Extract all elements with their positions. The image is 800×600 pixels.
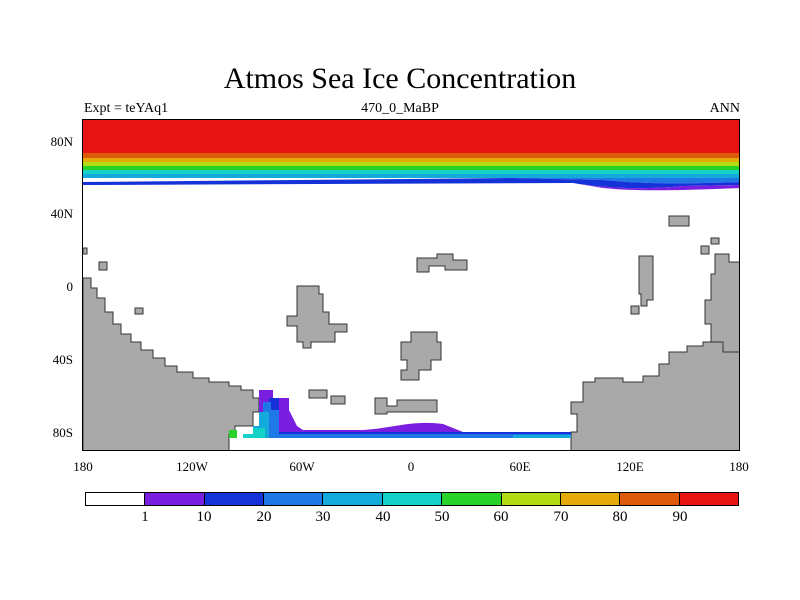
x-tick-label: 60W	[289, 459, 315, 474]
colorbar-swatch	[323, 493, 383, 505]
island	[374, 397, 438, 415]
colorbar-label: 40	[375, 509, 391, 525]
island	[308, 389, 328, 399]
ice-band-80	[83, 153, 739, 158]
colorbar-swatch	[442, 493, 502, 505]
ice-band-1	[573, 183, 739, 191]
x-tick-label: 120E	[616, 459, 644, 474]
period-label: 470_0_MaBP	[361, 101, 439, 116]
colorbar-swatch	[204, 493, 265, 505]
ice-band-90	[83, 120, 739, 153]
ice-south-50	[229, 430, 237, 438]
x-tick-label: 120W	[176, 459, 208, 474]
colorbar-swatch	[560, 493, 621, 505]
y-tick-label: 40N	[50, 206, 73, 221]
ice-band-30	[83, 174, 739, 178]
colorbar-label: 70	[553, 509, 569, 525]
island	[630, 305, 640, 315]
y-tick-label: 80S	[52, 425, 73, 440]
colorbar-swatch	[382, 493, 443, 505]
ice-south-20	[259, 402, 571, 438]
continent-block	[286, 285, 348, 349]
antarctic-west-landmass	[83, 277, 260, 450]
colorbar-swatch	[620, 493, 680, 505]
y-tick-label: 0	[66, 279, 74, 294]
y-tick-label: 40S	[52, 352, 73, 367]
x-tick-label: 0	[407, 459, 415, 474]
colorbar-swatch	[679, 493, 738, 505]
island	[638, 255, 654, 307]
colorbar-swatch	[86, 493, 146, 505]
continent-block	[400, 331, 442, 381]
colorbar-swatch	[501, 493, 561, 505]
colorbar-label: 20	[256, 509, 272, 525]
season-label: ANN	[709, 101, 740, 116]
ice-band-50	[83, 166, 739, 170]
colorbar-label: 90	[672, 509, 688, 525]
ice-band-60	[83, 162, 739, 166]
x-tick-label: 60E	[509, 459, 531, 474]
island	[98, 261, 108, 271]
ice-band-10	[83, 178, 739, 189]
island	[416, 253, 468, 273]
continent-block	[704, 253, 739, 353]
island	[668, 215, 690, 227]
plot-title: Atmos Sea Ice Concentration	[223, 62, 577, 95]
colorbar-label: 80	[612, 509, 628, 525]
colorbar-label: 50	[434, 509, 450, 525]
island	[134, 307, 144, 315]
colorbar-label: 60	[493, 509, 509, 525]
x-tick-label: 180	[729, 459, 749, 474]
island	[330, 395, 346, 405]
map-plot-area	[82, 119, 740, 451]
island	[83, 247, 88, 255]
colorbar-swatch	[264, 493, 324, 505]
colorbar-label: 10	[196, 509, 212, 525]
antarctic-east-landmass	[570, 341, 739, 450]
experiment-label: Expt = teYAq1	[84, 101, 169, 116]
ice-south-30	[253, 412, 571, 438]
island	[700, 245, 710, 255]
ice-band-20	[83, 178, 739, 184]
ice-band-40	[83, 170, 739, 174]
y-tick-label: 80N	[50, 134, 73, 149]
map-svg	[83, 120, 739, 450]
ice-south-40	[243, 428, 265, 438]
colorbar-label: 1	[141, 509, 149, 525]
ice-band-70	[83, 158, 739, 162]
island	[710, 237, 720, 245]
x-tick-label: 180	[73, 459, 93, 474]
colorbar	[85, 492, 739, 506]
ice-south-1	[259, 390, 571, 438]
colorbar-label: 30	[315, 509, 331, 525]
colorbar-swatch	[145, 493, 205, 505]
